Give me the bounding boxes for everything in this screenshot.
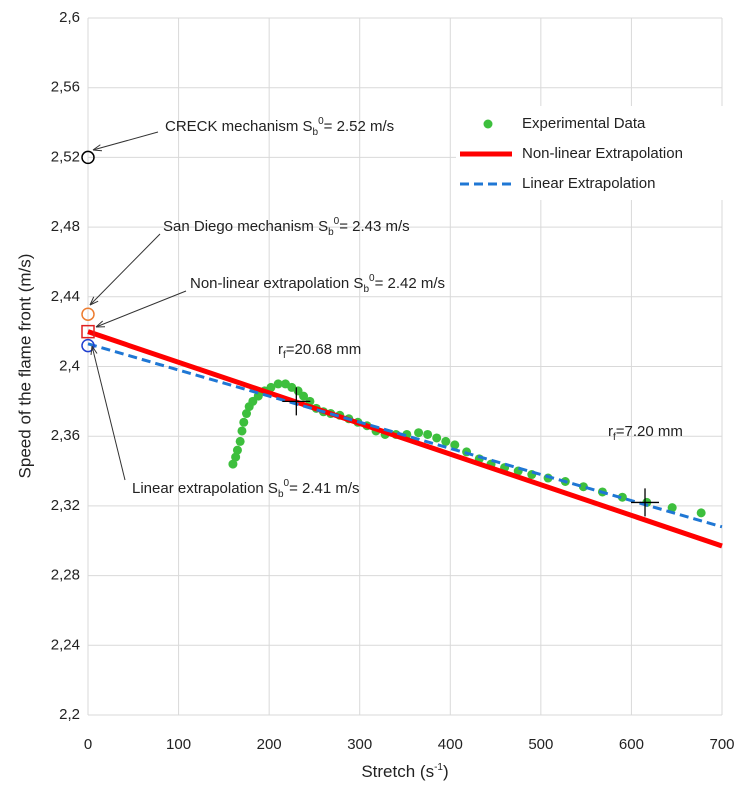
annotation-arrow	[95, 290, 187, 328]
x-tick-label: 600	[619, 736, 644, 753]
x-axis-label: Stretch (s-1)	[361, 762, 448, 782]
x-tick-label: 700	[709, 736, 734, 753]
y-tick-label: 2,56	[51, 79, 80, 96]
reference-marker	[81, 338, 95, 353]
annotation-arrow	[89, 233, 161, 306]
y-tick-label: 2,24	[51, 636, 80, 653]
label-text: Non-linear extrapolation S	[190, 275, 363, 292]
x-tick-label: 500	[528, 736, 553, 753]
label-text: = 2.52 m/s	[324, 118, 394, 135]
y-tick-label: 2,48	[51, 218, 80, 235]
data-point	[231, 452, 241, 462]
series-line	[87, 329, 723, 549]
label-superscript: 0	[284, 478, 290, 489]
data-point	[237, 426, 247, 436]
label-text: =20.68 mm	[286, 341, 361, 358]
legend-label: Experimental Data	[522, 115, 646, 132]
label-text: r	[608, 423, 613, 440]
data-point	[667, 503, 677, 513]
label-superscript: 0	[334, 216, 340, 227]
label-text: )	[443, 762, 449, 781]
label-subscript: b	[328, 227, 334, 238]
x-tick-label: 0	[84, 736, 92, 753]
x-tick-label: 100	[166, 736, 191, 753]
radius-label: rf=7.20 mm	[608, 423, 683, 443]
label-superscript: 0	[318, 116, 324, 127]
data-point	[242, 409, 251, 419]
data-point	[441, 436, 451, 446]
data-point	[432, 433, 442, 443]
label-subscript: f	[613, 432, 616, 443]
arrow-head	[89, 296, 99, 306]
y-tick-label: 2,44	[51, 288, 80, 305]
label-text: = 2.43 m/s	[339, 218, 409, 235]
y-tick-label: 2,6	[59, 9, 80, 26]
label-text: =7.20 mm	[616, 423, 683, 440]
label-text: Stretch (s	[361, 762, 434, 781]
y-tick-label: 2,2	[59, 706, 80, 723]
data-point	[266, 382, 276, 392]
arrow-head	[92, 144, 103, 152]
data-point	[273, 379, 283, 389]
label-text: CRECK mechanism S	[165, 118, 313, 135]
data-point	[235, 436, 245, 446]
label-subscript: b	[363, 284, 369, 295]
y-tick-label: 2,52	[51, 148, 80, 165]
label-text: = 2.42 m/s	[375, 275, 445, 292]
arrow-head	[90, 345, 98, 356]
reference-label: CRECK mechanism Sb0= 2.52 m/s	[165, 116, 394, 138]
label-text: Linear extrapolation S	[132, 480, 278, 497]
data-point	[696, 508, 706, 518]
reference-label: Linear extrapolation Sb0= 2.41 m/s	[132, 478, 360, 500]
reference-marker	[81, 324, 95, 339]
cross-marker	[282, 387, 311, 416]
arrow-head	[95, 320, 106, 328]
x-tick-label: 400	[438, 736, 463, 753]
label-superscript: -1	[434, 762, 443, 773]
annotation-arrow	[91, 345, 126, 481]
annotation-arrow	[92, 131, 159, 151]
legend-label: Linear Extrapolation	[522, 175, 655, 192]
series-line	[87, 342, 723, 529]
data-point	[299, 391, 309, 401]
data-point	[239, 417, 249, 427]
label-text: r	[278, 341, 283, 358]
data-point	[617, 492, 627, 502]
data-point	[228, 459, 238, 469]
x-tick-label: 200	[257, 736, 282, 753]
radius-label: rf=20.68 mm	[278, 341, 361, 361]
data-point	[414, 428, 424, 438]
y-tick-label: 2,32	[51, 497, 80, 514]
y-tick-label: 2,36	[51, 427, 80, 444]
data-point	[450, 440, 460, 450]
reference-marker	[81, 307, 95, 321]
label-subscript: b	[278, 489, 284, 500]
data-point	[423, 429, 433, 439]
label-text: = 2.41 m/s	[289, 480, 359, 497]
label-text: San Diego mechanism S	[163, 218, 328, 235]
reference-marker	[81, 150, 95, 165]
label-superscript: 0	[369, 273, 375, 284]
reference-label: San Diego mechanism Sb0= 2.43 m/s	[163, 216, 410, 238]
y-axis-label: Speed of the flame front (m/s)	[15, 254, 34, 479]
y-tick-label: 2,4	[59, 357, 80, 374]
x-tick-label: 300	[347, 736, 372, 753]
legend-marker	[483, 119, 493, 129]
label-subscript: f	[283, 350, 286, 361]
data-point	[232, 445, 242, 455]
cross-marker	[631, 488, 660, 517]
y-tick-label: 2,28	[51, 567, 80, 584]
legend-label: Non-linear Extrapolation	[522, 145, 683, 162]
label-subscript: b	[313, 127, 319, 138]
reference-label: Non-linear extrapolation Sb0= 2.42 m/s	[190, 273, 445, 295]
